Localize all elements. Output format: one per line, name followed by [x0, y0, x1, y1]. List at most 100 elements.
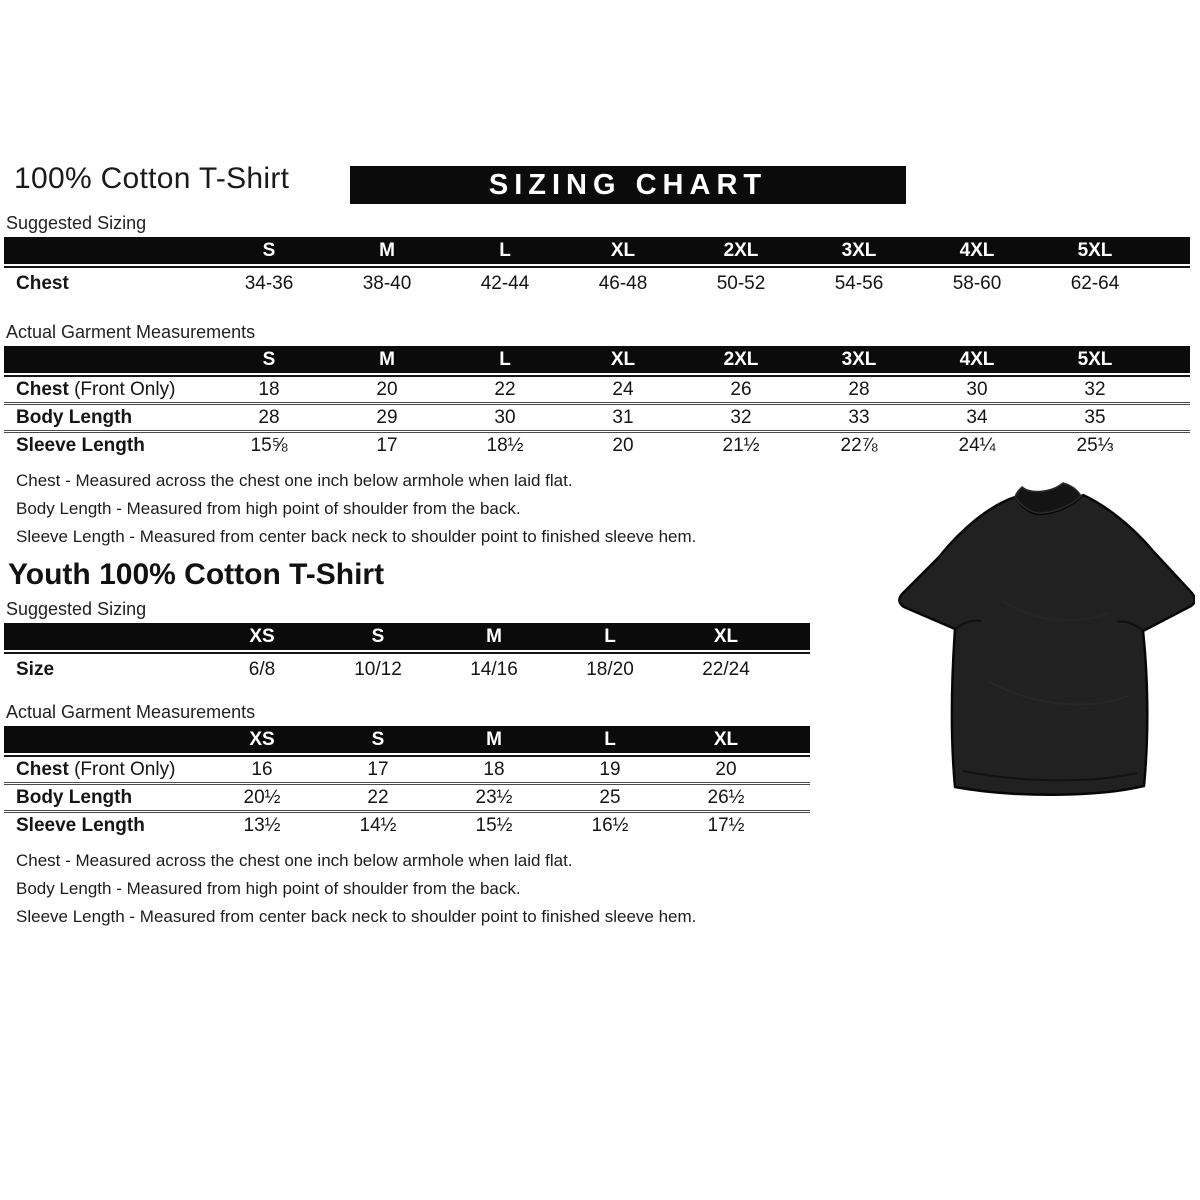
size-col-header: 5XL [1077, 348, 1113, 370]
row-label: Chest (Front Only) [16, 758, 176, 780]
size-col-header: S [262, 239, 276, 261]
table-header-row: S M L XL 2XL 3XL 4XL 5XL [4, 237, 1190, 264]
note-line: Sleeve Length - Measured from center bac… [16, 527, 697, 546]
page-title: 100% Cotton T-Shirt [14, 162, 290, 195]
size-col-header: 2XL [723, 348, 759, 370]
size-value-cell: 15⅝ [250, 434, 288, 456]
adult-actual-measurements-label: Actual Garment Measurements [6, 322, 256, 342]
size-col-header: M [379, 239, 395, 261]
table-row: Body Length 28 29 30 31 32 33 34 35 [4, 402, 1190, 430]
size-col-header: 3XL [841, 348, 877, 370]
size-value-cell: 18 [483, 758, 505, 780]
size-col-header: XL [713, 625, 739, 647]
sizing-chart-banner-text: SIZING CHART [488, 168, 768, 201]
youth-title: Youth 100% Cotton T-Shirt [8, 558, 385, 591]
size-col-header: S [371, 728, 385, 750]
size-col-header: L [604, 728, 616, 750]
size-value-cell: 58-60 [952, 273, 1002, 294]
table-row: Chest 34-36 38-40 42-44 46-48 50-52 54-5… [4, 268, 1190, 300]
row-label: Sleeve Length [16, 434, 145, 456]
size-value-cell: 54-56 [834, 273, 884, 294]
size-value-cell: 17 [367, 758, 389, 780]
size-value-cell: 62-64 [1070, 273, 1120, 294]
header-underline [4, 652, 810, 654]
table-header-row: XS S M L XL [4, 623, 810, 650]
size-value-cell: 32 [730, 406, 752, 428]
size-col-header: XS [249, 728, 275, 750]
size-value-cell: 30 [494, 406, 516, 428]
size-value-cell: 18/20 [586, 659, 634, 680]
table-row: Sleeve Length 15⅝ 17 18½ 20 21½ 22⅞ 24¼ … [4, 430, 1190, 458]
youth-suggested-sizing-label: Suggested Sizing [6, 599, 147, 619]
size-value-cell: 17 [376, 434, 398, 456]
size-value-cell: 42-44 [480, 273, 530, 294]
row-label: Chest [16, 273, 69, 294]
size-value-cell: 28 [848, 378, 870, 400]
size-col-header: 5XL [1077, 239, 1113, 261]
row-label: Body Length [16, 786, 133, 808]
table-header-row: XS S M L XL [4, 726, 810, 753]
adult-measurement-notes: Chest - Measured across the chest one in… [16, 467, 1200, 551]
header-underline [4, 755, 810, 757]
size-value-cell: 24¼ [958, 434, 996, 456]
size-value-cell: 20 [715, 758, 737, 780]
table-row: Size 6/8 10/12 14/16 18/20 22/24 [4, 654, 810, 686]
size-col-header: L [499, 239, 511, 261]
size-col-header: M [486, 625, 502, 647]
size-value-cell: 22 [367, 786, 389, 808]
table-row: Sleeve Length 13½ 14½ 15½ 16½ 17½ [4, 810, 810, 838]
note-line: Chest - Measured across the chest one in… [16, 851, 573, 870]
size-col-header: M [486, 728, 502, 750]
size-value-cell: 24 [612, 378, 634, 400]
size-value-cell: 28 [258, 406, 280, 428]
size-value-cell: 33 [848, 406, 870, 428]
size-value-cell: 22 [494, 378, 516, 400]
size-value-cell: 16 [251, 758, 273, 780]
header: 100% Cotton T-Shirt SIZING CHART [4, 162, 1200, 206]
size-value-cell: 20 [612, 434, 634, 456]
table-header-row: S M L XL 2XL 3XL 4XL 5XL [4, 346, 1190, 373]
note-line: Chest - Measured across the chest one in… [16, 471, 573, 490]
size-col-header: 2XL [723, 239, 759, 261]
size-value-cell: 20 [376, 378, 398, 400]
row-label: Chest (Front Only) [16, 378, 176, 400]
size-value-cell: 34 [966, 406, 988, 428]
size-value-cell: 14½ [359, 814, 397, 836]
size-col-header: XL [713, 728, 739, 750]
size-col-header: 4XL [959, 348, 995, 370]
size-value-cell: 6/8 [248, 659, 276, 680]
size-value-cell: 14/16 [470, 659, 518, 680]
row-label: Size [16, 659, 55, 680]
row-label: Sleeve Length [16, 814, 145, 836]
size-value-cell: 15½ [475, 814, 513, 836]
size-col-header: 3XL [841, 239, 877, 261]
header-underline [4, 375, 1190, 377]
size-value-cell: 10/12 [354, 659, 402, 680]
size-col-header: 4XL [959, 239, 995, 261]
size-value-cell: 26 [730, 378, 752, 400]
size-value-cell: 25 [599, 786, 621, 808]
table-row: Chest (Front Only) 16 17 18 19 20 [4, 757, 810, 782]
note-line: Body Length - Measured from high point o… [16, 499, 521, 518]
row-label: Body Length [16, 406, 133, 428]
size-value-cell: 29 [376, 406, 398, 428]
size-value-cell: 13½ [243, 814, 281, 836]
youth-actual-measurements-table: XS S M L XL Chest (Front Only) 16 17 18 … [4, 726, 810, 838]
size-value-cell: 21½ [722, 434, 760, 456]
header-underline [4, 266, 1190, 268]
note-line: Body Length - Measured from high point o… [16, 879, 521, 898]
size-col-header: XS [249, 625, 275, 647]
adult-suggested-sizing-table: S M L XL 2XL 3XL 4XL 5XL Chest 34-36 38-… [4, 237, 1190, 300]
size-value-cell: 23½ [475, 786, 513, 808]
size-col-header: XL [610, 239, 636, 261]
size-value-cell: 50-52 [716, 273, 766, 294]
size-value-cell: 26½ [707, 786, 745, 808]
size-col-header: L [604, 625, 616, 647]
size-value-cell: 30 [966, 378, 988, 400]
size-value-cell: 34-36 [244, 273, 294, 294]
size-value-cell: 19 [599, 758, 621, 780]
size-col-header: M [379, 348, 395, 370]
youth-actual-measurements-label: Actual Garment Measurements [6, 702, 256, 722]
note-line: Sleeve Length - Measured from center bac… [16, 907, 697, 926]
size-value-cell: 18½ [486, 434, 524, 456]
